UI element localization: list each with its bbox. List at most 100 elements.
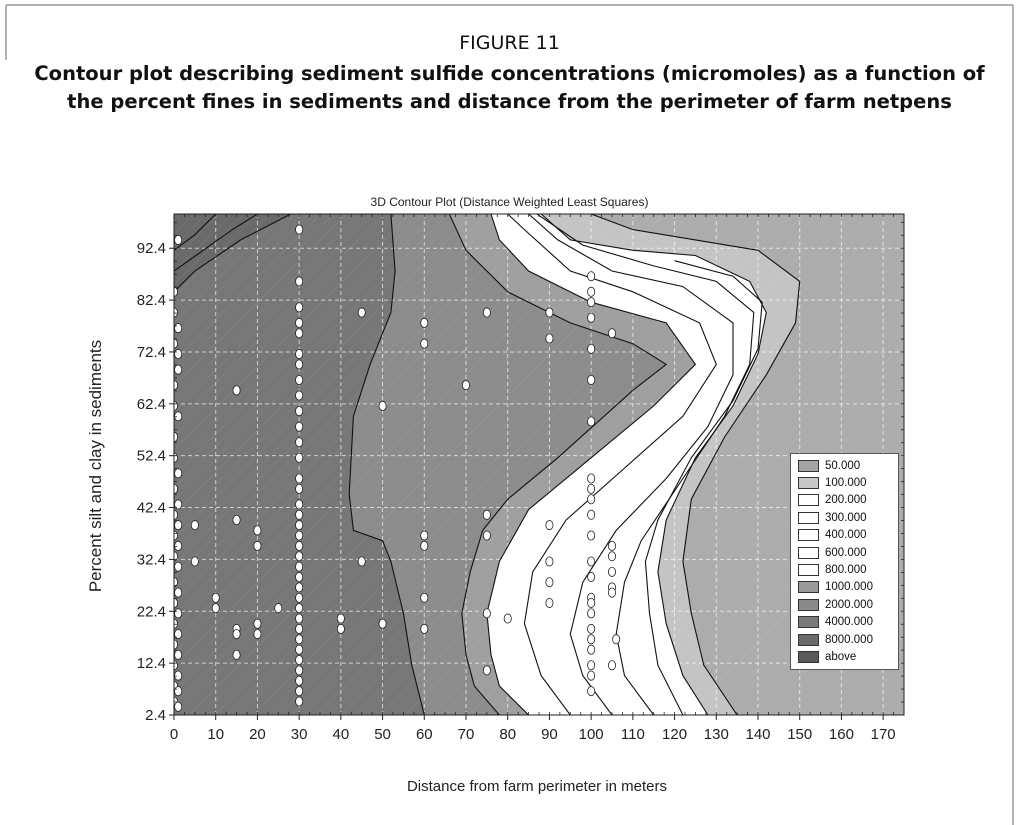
sample-point (295, 686, 304, 697)
legend-label: 100.000 (825, 477, 867, 490)
contour-line (348, 214, 425, 715)
hatch-layer (174, 214, 904, 715)
sample-point (253, 540, 262, 551)
sample-point (587, 572, 596, 583)
legend-label: 800.000 (825, 564, 867, 577)
sample-point (295, 317, 304, 328)
legend-item: 8000.000 (791, 631, 898, 648)
sample-point (587, 597, 596, 608)
legend-swatch (798, 511, 819, 524)
sample-point (232, 649, 241, 660)
sample-point (336, 613, 345, 624)
sample-point (295, 499, 304, 510)
sample-point (174, 670, 183, 681)
sample-point (608, 660, 617, 671)
x-tick-label: 130 (704, 726, 729, 743)
y-tick-label: 2.4 (145, 707, 166, 724)
sample-point (587, 343, 596, 354)
sample-point (587, 634, 596, 645)
sample-point (587, 509, 596, 520)
x-tick-label: 100 (579, 726, 604, 743)
sample-point (174, 499, 183, 510)
sample-point (587, 286, 596, 297)
sample-point (420, 623, 429, 634)
legend-item: 200.000 (791, 492, 898, 509)
x-tick-label: 80 (499, 726, 516, 743)
sample-point (587, 644, 596, 655)
sample-point (545, 597, 554, 608)
sample-point (587, 312, 596, 323)
legend-swatch (798, 598, 819, 611)
contour-line (590, 214, 801, 715)
sample-point (482, 530, 491, 541)
contour-line (174, 214, 292, 293)
legend-swatch (798, 459, 819, 472)
legend-label: 200.000 (825, 494, 867, 507)
y-tick-label: 12.4 (137, 655, 166, 672)
contour-line (174, 214, 258, 272)
legend-item: 1000.000 (791, 579, 898, 596)
sample-point (545, 577, 554, 588)
x-tick-label: 70 (458, 726, 475, 743)
legend-label: 8000.000 (825, 633, 873, 646)
sample-point (211, 592, 220, 603)
sample-point (295, 349, 304, 360)
sample-point (378, 618, 387, 629)
plot-title: 3D Contour Plot (Distance Weighted Least… (370, 195, 649, 209)
legend-swatch (798, 564, 819, 577)
sample-point (174, 577, 178, 588)
sample-point (174, 639, 178, 650)
sample-point (174, 618, 178, 629)
legend-label: 600.000 (825, 546, 867, 559)
legend-swatch (798, 616, 819, 629)
sample-point (608, 587, 617, 598)
sample-point (295, 328, 304, 339)
legend-label: 4000.000 (825, 616, 873, 629)
sample-point (174, 520, 183, 531)
x-tick-label: 160 (829, 726, 854, 743)
sample-point (587, 670, 596, 681)
x-axis-ticks: 0 10 20 30 40 50 60 70 80 90 100 110 120 130 140 150 160… (170, 214, 905, 743)
sample-point (174, 411, 183, 422)
sample-point (174, 380, 178, 391)
sample-point (295, 437, 304, 448)
sample-point (174, 349, 183, 360)
contour-line (174, 214, 217, 251)
sample-point (420, 530, 429, 541)
x-tick-label: 90 (541, 726, 558, 743)
sample-point (587, 271, 596, 282)
legend-swatch (798, 529, 819, 542)
legend-label: above (825, 650, 857, 663)
sample-point (378, 400, 387, 411)
sample-point (295, 592, 304, 603)
sample-point (545, 556, 554, 567)
y-tick-label: 62.4 (137, 396, 166, 413)
sample-point (587, 556, 596, 567)
legend-label: 400.000 (825, 529, 867, 542)
legend-item: 400.000 (791, 527, 898, 544)
sample-point (357, 307, 366, 318)
legend-item: 2000.000 (791, 596, 898, 613)
sample-point (295, 406, 304, 417)
legend-label: 2000.000 (825, 598, 873, 611)
sample-point (608, 540, 617, 551)
legend-label: 50.000 (825, 459, 861, 472)
x-tick-label: 120 (662, 726, 687, 743)
sample-point (336, 623, 345, 634)
legend: 50.000 100.000 200.000 300.000 400.000 600.00… (790, 453, 899, 670)
figure-title: Contour plot describing sediment sulfide… (34, 62, 985, 113)
sample-point (174, 686, 183, 697)
sample-point (420, 540, 429, 551)
sample-point (174, 561, 183, 572)
sample-point (295, 302, 304, 313)
sample-point (295, 276, 304, 287)
sample-point (295, 582, 304, 593)
legend-item: 50.000 (791, 457, 898, 474)
sample-point (612, 634, 621, 645)
sample-point (232, 514, 241, 525)
sample-point (174, 629, 183, 640)
sample-point (174, 701, 183, 712)
sample-point (174, 551, 178, 562)
sample-point (587, 473, 596, 484)
